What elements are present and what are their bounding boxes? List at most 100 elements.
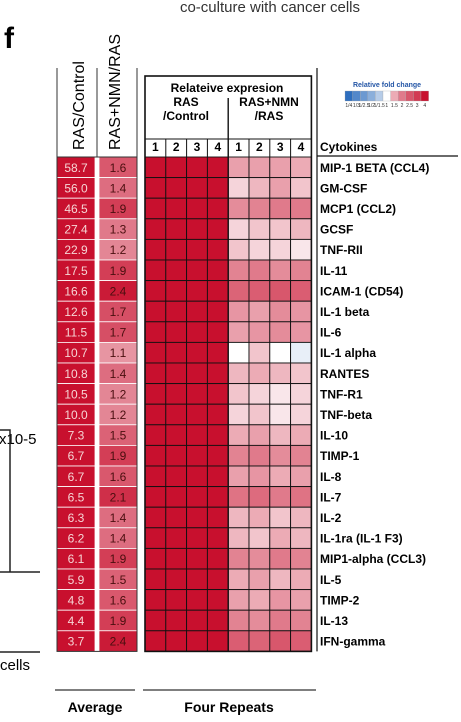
repeat-cell bbox=[227, 156, 250, 179]
cytokine-label: GCSF bbox=[320, 223, 353, 237]
repeat-cell bbox=[269, 630, 292, 652]
repeat-cell bbox=[144, 238, 167, 261]
grid-frames bbox=[56, 68, 458, 653]
repeat-cell bbox=[144, 177, 167, 199]
repeat-cell bbox=[186, 403, 208, 426]
avg-value-ras-control: 5.9 bbox=[68, 573, 85, 587]
repeat-cell bbox=[186, 197, 208, 220]
avg-value-ras-control: 6.1 bbox=[68, 552, 85, 566]
cytokine-label: IL-6 bbox=[320, 326, 342, 340]
legend-swatch bbox=[382, 90, 391, 102]
avg-value-nmn-ras: 1.4 bbox=[110, 511, 127, 525]
cytokine-label: ICAM-1 (CD54) bbox=[320, 284, 403, 298]
repeat-cell bbox=[248, 630, 271, 652]
repeat-cell bbox=[269, 321, 292, 343]
repeat-cell bbox=[269, 341, 292, 364]
repeat-cell bbox=[290, 486, 312, 508]
repeat-cell bbox=[206, 609, 229, 632]
repeat-cell bbox=[248, 238, 271, 261]
repeat-cell bbox=[144, 609, 167, 632]
repeat-cell bbox=[206, 424, 229, 446]
legend-swatch bbox=[352, 90, 361, 102]
repeat-cell bbox=[165, 156, 188, 179]
repeat-cell bbox=[269, 238, 292, 261]
repeat-cell bbox=[269, 383, 292, 405]
repeat-cell bbox=[248, 424, 271, 446]
repeat-cell bbox=[165, 630, 188, 652]
avg-value-nmn-ras: 1.7 bbox=[110, 305, 127, 319]
repeat-cell bbox=[186, 630, 208, 652]
repeat-cell bbox=[206, 177, 229, 199]
repeat-cell bbox=[269, 197, 292, 220]
avg-value-nmn-ras: 1.7 bbox=[110, 326, 127, 340]
cytokine-label: IL-10 bbox=[320, 429, 348, 443]
avg-value-nmn-ras: 2.4 bbox=[110, 284, 127, 298]
cytokine-label: IL-11 bbox=[320, 264, 348, 278]
repeat-number: 2 bbox=[173, 140, 180, 154]
avg-value-ras-control: 16.6 bbox=[64, 284, 88, 298]
avg-value-ras-control: 10.7 bbox=[64, 346, 88, 360]
repeat-cell bbox=[144, 527, 167, 549]
repeat-cell bbox=[206, 403, 229, 426]
cytokine-label: IL-8 bbox=[320, 470, 342, 484]
repeat-cell bbox=[206, 362, 229, 385]
avg-value-ras-control: 6.3 bbox=[68, 511, 85, 525]
repeat-cell bbox=[206, 465, 229, 488]
repeat-cell bbox=[290, 341, 312, 364]
repeat-cell bbox=[144, 506, 167, 529]
left-cells-fragment: cells bbox=[0, 657, 30, 674]
repeat-cell bbox=[227, 238, 250, 261]
repeat-cell bbox=[186, 609, 208, 632]
repeat-cell bbox=[144, 568, 167, 591]
avg-value-nmn-ras: 1.2 bbox=[110, 243, 127, 257]
repeat-cell bbox=[248, 362, 271, 385]
repeat-cell bbox=[206, 383, 229, 405]
avg-value-nmn-ras: 1.6 bbox=[110, 161, 127, 175]
repeat-cell bbox=[165, 465, 188, 488]
repeat-cell bbox=[227, 568, 250, 591]
repeat-cell bbox=[290, 630, 312, 652]
avg-value-nmn-ras: 1.2 bbox=[110, 408, 127, 422]
avg-value-ras-control: 56.0 bbox=[64, 181, 88, 195]
avg-value-nmn-ras: 1.4 bbox=[110, 532, 127, 546]
avg-value-nmn-ras: 1.9 bbox=[110, 614, 127, 628]
repeat-number: 1 bbox=[152, 140, 159, 154]
repeat-cell bbox=[186, 259, 208, 282]
avg-value-nmn-ras: 2.4 bbox=[110, 635, 127, 649]
repeat-cell bbox=[290, 238, 312, 261]
repeat-cell bbox=[290, 300, 312, 323]
cytokine-label: IFN-gamma bbox=[320, 635, 386, 649]
avg-value-ras-control: 10.5 bbox=[64, 387, 88, 401]
repeats-group2-line2: /RAS bbox=[255, 109, 284, 123]
avg-value-nmn-ras: 1.9 bbox=[110, 449, 127, 463]
repeat-cell bbox=[290, 403, 312, 426]
avg-value-nmn-ras: 1.9 bbox=[110, 202, 127, 216]
repeat-cell bbox=[186, 238, 208, 261]
repeat-cell bbox=[165, 341, 188, 364]
repeat-cell bbox=[165, 527, 188, 549]
avg-value-nmn-ras: 1.4 bbox=[110, 367, 127, 381]
repeat-cell bbox=[206, 506, 229, 529]
repeat-cell bbox=[290, 568, 312, 591]
repeat-cell bbox=[227, 465, 250, 488]
avg-value-ras-control: 12.6 bbox=[64, 305, 88, 319]
repeat-cell bbox=[269, 259, 292, 282]
repeat-cell bbox=[165, 300, 188, 323]
repeat-cell bbox=[248, 547, 271, 570]
repeat-cell bbox=[248, 218, 271, 240]
repeat-cell bbox=[227, 218, 250, 240]
repeat-cell bbox=[206, 486, 229, 508]
repeat-cell bbox=[144, 589, 167, 611]
repeat-cell bbox=[144, 321, 167, 343]
repeat-cell bbox=[227, 403, 250, 426]
repeat-cell bbox=[186, 280, 208, 302]
avg-value-ras-control: 7.3 bbox=[68, 429, 85, 443]
repeat-cell bbox=[165, 444, 188, 467]
legend-tick-label: 1/2.5 bbox=[358, 103, 369, 109]
repeat-cell bbox=[269, 280, 292, 302]
cytokine-label: TNF-R1 bbox=[320, 387, 363, 401]
repeat-cell bbox=[186, 218, 208, 240]
cytokine-label: TIMP-1 bbox=[320, 449, 360, 463]
avg-value-nmn-ras: 1.5 bbox=[110, 429, 127, 443]
repeat-cell bbox=[248, 465, 271, 488]
